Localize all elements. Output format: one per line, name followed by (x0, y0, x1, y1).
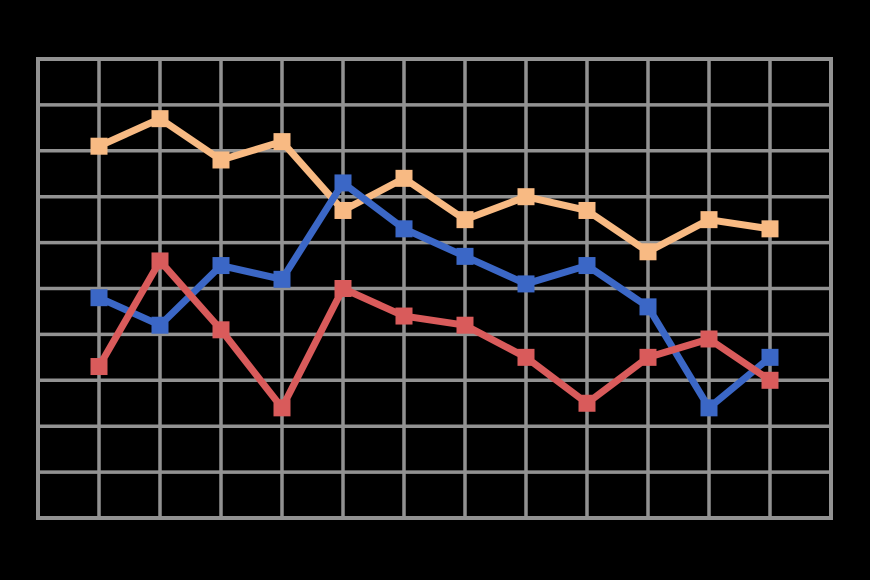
series-orange-marker (700, 211, 718, 229)
series-orange-marker (578, 201, 596, 219)
series-orange-marker (761, 220, 779, 238)
series-blue-marker (578, 257, 596, 275)
series-orange-marker (151, 110, 169, 128)
series-blue-marker (700, 399, 718, 417)
series-blue-marker (517, 275, 535, 293)
series-red-marker (273, 399, 291, 417)
series-blue-line (97, 179, 773, 412)
series-red-marker (212, 321, 230, 339)
series-orange-marker (334, 201, 352, 219)
series-blue-marker (273, 270, 291, 288)
series-red-marker (700, 330, 718, 348)
series-orange-marker (395, 169, 413, 187)
series-group (90, 110, 779, 417)
series-blue-marker (90, 289, 108, 307)
plot-border (36, 57, 833, 520)
series-red-marker (456, 316, 474, 334)
series-blue-marker (334, 174, 352, 192)
series-orange-marker (212, 151, 230, 169)
series-orange-marker (273, 133, 291, 151)
series-blue-marker (456, 247, 474, 265)
series-red-marker (578, 394, 596, 412)
plot-area-border (36, 57, 833, 520)
series-red-marker (639, 348, 657, 366)
series-red-marker (761, 371, 779, 389)
series-blue-marker (212, 257, 230, 275)
series-red-marker (517, 348, 535, 366)
series-orange-marker (517, 188, 535, 206)
series-red-marker (151, 252, 169, 270)
series-red-line (95, 257, 772, 412)
series-orange-line (97, 115, 771, 256)
series-blue-marker (395, 220, 413, 238)
series-red-marker (334, 280, 352, 297)
series-blue-marker (761, 348, 779, 366)
series-blue-marker (151, 316, 169, 334)
series-red-marker (90, 358, 108, 376)
series-orange-marker (456, 211, 474, 229)
series-orange-marker (90, 137, 108, 155)
series-red-marker (395, 307, 413, 325)
series-orange-marker (639, 243, 657, 261)
gridlines-group (38, 59, 831, 518)
series-blue-marker (639, 298, 657, 316)
